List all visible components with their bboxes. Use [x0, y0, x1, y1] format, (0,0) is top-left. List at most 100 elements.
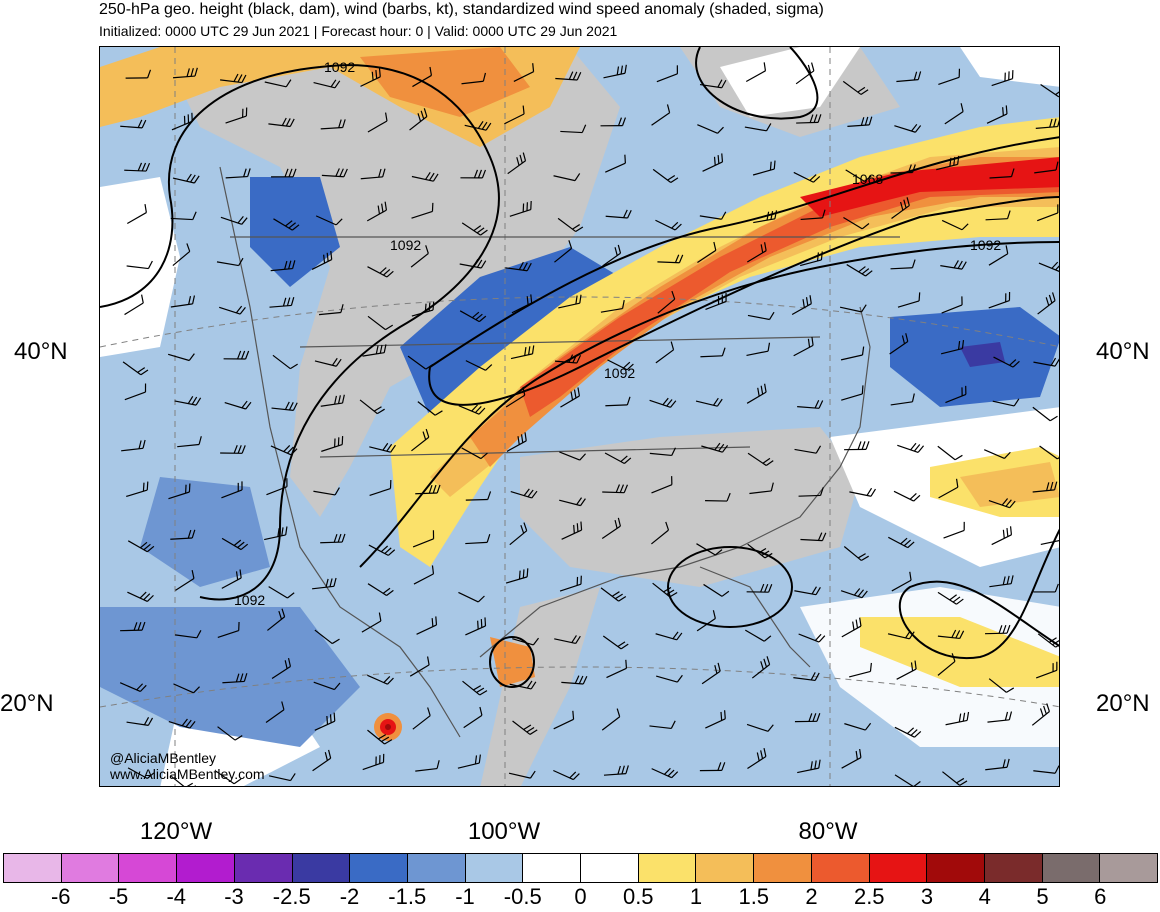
wind-barb	[409, 108, 428, 131]
wind-barb	[175, 570, 195, 591]
boundaries	[219, 166, 900, 738]
wind-barb	[407, 355, 434, 370]
wind-barb	[362, 753, 385, 771]
wind-barb	[127, 767, 155, 780]
contour-label: 1092	[390, 237, 422, 253]
wind-barb	[221, 537, 249, 551]
wind-barb	[507, 152, 527, 175]
wind-barb	[558, 294, 582, 309]
wind-barb	[940, 339, 965, 355]
wind-barb	[896, 660, 917, 680]
contour-label: 1092	[324, 59, 356, 75]
colorbar-tick-label: -2.5	[272, 884, 311, 909]
wind-barb	[697, 241, 717, 263]
wind-barb	[793, 171, 821, 183]
wind-barb	[602, 244, 622, 267]
wind-barb	[463, 706, 483, 729]
wind-barb	[745, 62, 767, 83]
wind-barb	[506, 432, 527, 452]
wind-barb	[267, 608, 286, 631]
wind-barb	[416, 616, 438, 635]
wind-barb	[894, 123, 922, 133]
wind-barb	[845, 169, 872, 182]
wind-barb	[553, 710, 575, 730]
wind-barb	[314, 629, 340, 645]
wind-barb	[606, 659, 628, 679]
colorbar-swatch	[811, 854, 870, 882]
wind-barb	[747, 748, 767, 770]
wind-barb	[1038, 261, 1059, 272]
wind-barb	[270, 445, 298, 456]
wind-barb	[988, 678, 1015, 693]
wind-barb	[897, 292, 921, 308]
wind-barb	[896, 71, 922, 83]
wind-barb	[651, 521, 670, 545]
wind-barb	[753, 210, 778, 224]
contour-label: 1068	[852, 171, 884, 187]
colorbar-swatch	[61, 854, 120, 882]
wind-barb	[465, 617, 487, 636]
lat-label-40n-right: 40°N	[1096, 338, 1150, 365]
wind-barb	[985, 624, 1011, 635]
colorbar-swatch	[177, 854, 235, 882]
wind-barb	[705, 710, 726, 729]
wind-barb	[412, 707, 431, 730]
colorbar-tick-label: 6	[1094, 884, 1107, 909]
wind-barb	[311, 250, 333, 270]
wind-barb	[270, 260, 296, 272]
wind-barb	[559, 451, 586, 461]
wind-barb	[840, 588, 868, 599]
wind-barb	[945, 711, 970, 726]
wind-barb	[264, 526, 288, 541]
wind-barb	[849, 487, 876, 497]
wind-barb	[321, 168, 348, 178]
wind-barb	[170, 775, 197, 786]
wind-barb	[747, 543, 773, 559]
wind-barb	[656, 674, 683, 683]
wind-barb	[557, 217, 584, 233]
wind-barb	[225, 168, 251, 179]
wind-barb	[940, 260, 967, 270]
wind-barb	[894, 774, 921, 786]
wind-barb	[220, 445, 246, 454]
wind-barb	[795, 62, 815, 85]
wind-barb	[175, 629, 202, 639]
wind-barb	[1040, 539, 1059, 546]
wind-barb	[174, 396, 202, 406]
wind-barb	[794, 586, 821, 596]
wind-barb	[701, 662, 721, 685]
wind-barb	[656, 65, 678, 83]
lon-label-80w: 80°W	[798, 818, 858, 845]
wind-barb	[512, 637, 540, 646]
wind-barb	[696, 610, 716, 632]
colorbar-swatch	[292, 854, 351, 882]
wind-barb	[505, 386, 526, 408]
wind-barb	[124, 383, 147, 401]
wind-barb	[509, 200, 532, 217]
wind-barb	[695, 397, 723, 407]
wind-barb	[941, 296, 963, 314]
wind-barb	[417, 401, 443, 416]
wind-barb	[266, 478, 288, 496]
wind-barb	[841, 617, 862, 638]
wind-barb	[172, 173, 200, 184]
colorbar-tick-label: 1	[689, 884, 703, 909]
lat-label-20n-left: 20°N	[0, 690, 54, 717]
wind-barb	[842, 80, 869, 95]
wind-barb	[127, 540, 155, 553]
wind-barb	[987, 711, 1013, 723]
wind-barb	[749, 482, 774, 495]
wind-barb	[651, 104, 671, 126]
wind-barb	[600, 117, 627, 127]
wind-barb	[458, 591, 485, 603]
wind-barb	[843, 546, 869, 561]
wind-barb	[800, 532, 827, 542]
wind-barb	[890, 393, 915, 406]
wind-barb	[897, 442, 925, 453]
wind-barb	[938, 478, 959, 499]
wind-barb	[984, 449, 1011, 459]
wind-barb	[224, 400, 252, 410]
wind-barb	[1032, 406, 1058, 422]
wind-barb	[367, 266, 394, 278]
wind-barb	[220, 216, 248, 225]
